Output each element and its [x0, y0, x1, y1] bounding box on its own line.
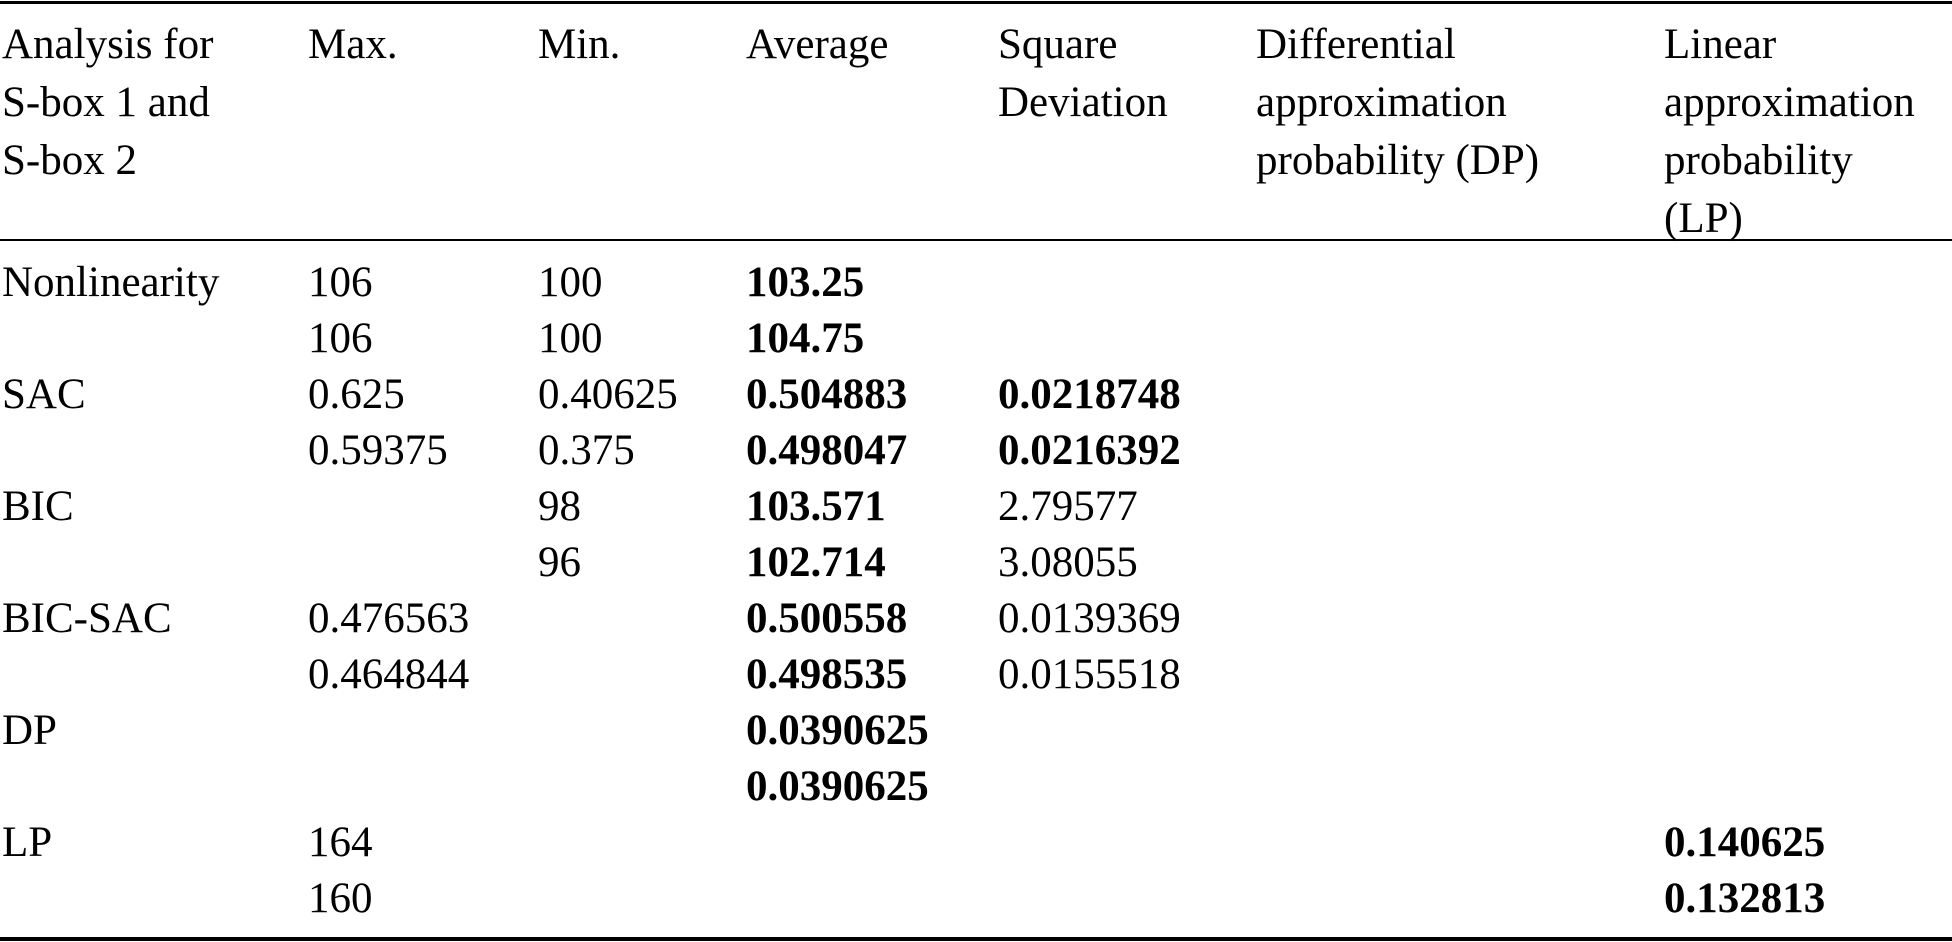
min-value: 98: [538, 483, 581, 530]
max-value: 0.464844: [308, 651, 470, 698]
average-value: 104.75: [746, 315, 865, 362]
square-deviation-value: 0.0216392: [998, 427, 1181, 474]
max-value: 0.476563: [308, 595, 470, 642]
header-min-line: Min.: [538, 21, 621, 68]
top-rule: [0, 1, 1952, 4]
min-value: 96: [538, 539, 581, 586]
square-deviation-value: 0.0139369: [998, 595, 1181, 642]
lp-value: 0.140625: [1664, 819, 1826, 866]
header-lp-line: approximation: [1664, 79, 1915, 126]
max-value: 106: [308, 259, 373, 306]
row-label: BIC-SAC: [2, 595, 172, 642]
square-deviation-value: 0.0218748: [998, 371, 1181, 418]
average-value: 0.498047: [746, 427, 908, 474]
max-value: 0.625: [308, 371, 405, 418]
square-deviation-value: 2.79577: [998, 483, 1138, 530]
header-analysis-line: S-box 2: [2, 137, 137, 184]
header-square-deviation-line: Deviation: [998, 79, 1168, 126]
header-average-line: Average: [746, 21, 889, 68]
min-value: 0.375: [538, 427, 635, 474]
max-value: 160: [308, 875, 373, 922]
square-deviation-value: 0.0155518: [998, 651, 1181, 698]
max-value: 164: [308, 819, 373, 866]
header-analysis-line: S-box 1 and: [2, 79, 210, 126]
lp-value: 0.132813: [1664, 875, 1826, 922]
square-deviation-value: 3.08055: [998, 539, 1138, 586]
header-max-line: Max.: [308, 21, 398, 68]
row-label: LP: [2, 819, 53, 866]
header-square-deviation-line: Square: [998, 21, 1118, 68]
average-value: 103.25: [746, 259, 865, 306]
average-value: 0.504883: [746, 371, 908, 418]
row-label: Nonlinearity: [2, 259, 220, 306]
average-value: 103.571: [746, 483, 886, 530]
min-value: 100: [538, 315, 603, 362]
max-value: 0.59375: [308, 427, 448, 474]
row-label: SAC: [2, 371, 86, 418]
average-value: 0.498535: [746, 651, 908, 698]
average-value: 0.0390625: [746, 763, 929, 810]
header-analysis-line: Analysis for: [2, 21, 214, 68]
header-dp-line: Differential: [1256, 21, 1456, 68]
average-value: 102.714: [746, 539, 886, 586]
header-dp-line: approximation: [1256, 79, 1507, 126]
max-value: 106: [308, 315, 373, 362]
row-label: DP: [2, 707, 57, 754]
header-lp-line: probability: [1664, 137, 1853, 184]
header-dp-line: probability (DP): [1256, 137, 1540, 184]
header-lp-line: (LP): [1664, 195, 1743, 242]
header-lp-line: Linear: [1664, 21, 1777, 68]
header-rule: [0, 239, 1952, 241]
average-value: 0.0390625: [746, 707, 929, 754]
bottom-rule: [0, 937, 1952, 941]
average-value: 0.500558: [746, 595, 908, 642]
row-label: BIC: [2, 483, 74, 530]
min-value: 100: [538, 259, 603, 306]
min-value: 0.40625: [538, 371, 678, 418]
